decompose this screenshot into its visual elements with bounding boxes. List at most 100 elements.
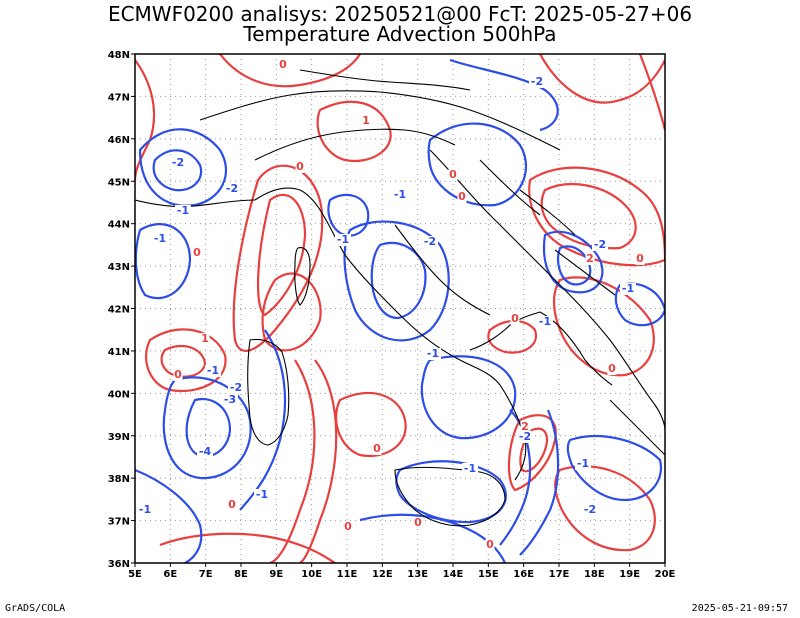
contour-label-background (278, 59, 288, 71)
longitude-tick-label: 17E (549, 569, 570, 580)
cold-contour-sicily-south (359, 513, 507, 563)
contour-label-background (510, 313, 520, 325)
negative-contour-label: -1 (622, 282, 634, 295)
map-title-line1: ECMWF0200 analisys: 20250521@00 FcT: 202… (107, 2, 693, 26)
positive-contour-label: 0 (344, 520, 352, 533)
longitude-tick-label: 10E (301, 569, 322, 580)
negative-contour-label: -1 (337, 233, 349, 246)
contour-label-background (462, 463, 478, 475)
latitude-tick-label: 39N (108, 432, 130, 443)
contour-label-background (173, 369, 183, 381)
warm-contour-sicily-channel (335, 391, 407, 458)
positive-contour-label: 0 (279, 58, 287, 71)
positive-contour-label: 0 (174, 368, 182, 381)
warm-contour-balkans2 (528, 166, 665, 267)
negative-contour-label: -2 (531, 75, 543, 88)
negative-contour-label: -2 (594, 238, 606, 251)
negative-contour-label: -1 (394, 188, 406, 201)
warm-contour-alps (316, 100, 392, 163)
coast-sicily (394, 466, 506, 527)
contour-label-background (152, 233, 168, 245)
cold-contour-calabria-band2 (519, 409, 560, 556)
latitude-tick-label: 36N (108, 559, 130, 570)
latitude-tick-label: 46N (108, 135, 130, 146)
contour-label-background (392, 189, 408, 201)
positive-contour-label: 1 (362, 114, 370, 127)
negative-contour-label: -1 (539, 315, 551, 328)
cold-contour-south-tyrrhenian (420, 355, 517, 440)
coast-adriatic-italy (394, 224, 491, 316)
positive-contour-label: 0 (486, 538, 494, 551)
contour-label-background (361, 115, 371, 127)
cold-contour-central-italy (343, 220, 450, 342)
cold-contour-corsica-west (135, 223, 192, 300)
latitude-tick-label: 48N (108, 50, 130, 61)
latitude-tick-label: 41N (108, 347, 130, 358)
positive-contour-label: 0 (636, 252, 644, 265)
negative-contour-label: -1 (154, 232, 166, 245)
positive-contour-label: 0 (449, 168, 457, 181)
contour-label-background (537, 316, 553, 328)
border-austria (299, 69, 471, 91)
cold-contour-gulf-lion-inner (152, 149, 203, 192)
map-title-line2: Temperature Advection 500hPa (243, 22, 557, 46)
warm-contour-balkans1 (539, 54, 665, 104)
warm-contour-greece (552, 276, 655, 377)
longitude-tick-label: 9E (269, 569, 283, 580)
longitude-tick-label: 7E (199, 569, 213, 580)
contour-label-background (448, 169, 458, 181)
positive-contour-label: 2 (521, 420, 529, 433)
contour-label-background (137, 504, 153, 516)
negative-contour-label: -2 (584, 503, 596, 516)
coast-sardinia (247, 338, 290, 446)
coast-balkans (429, 149, 665, 431)
warm-contour-south (159, 532, 336, 563)
longitude-tick-label: 15E (478, 569, 499, 580)
positive-contour-label: 2 (586, 252, 594, 265)
longitude-tick-label: 12E (372, 569, 393, 580)
negative-contour-label: -2 (226, 182, 238, 195)
positive-contour-label: 0 (193, 246, 201, 259)
warm-contour-sardinia-band (269, 359, 316, 563)
contour-label-background (222, 394, 238, 406)
warm-contour-adriatic (232, 164, 324, 352)
latitude-tick-label: 42N (108, 305, 130, 316)
coast-corsica (294, 247, 311, 306)
warm-contour-ligurian (261, 272, 322, 352)
cold-contour-tyrrhenian-north (327, 193, 370, 237)
contour-label-background (575, 458, 591, 470)
contour-label-background (422, 236, 438, 248)
negative-contour-label: -1 (464, 462, 476, 475)
latitude-tick-label: 40N (108, 389, 130, 400)
longitude-tick-label: 16E (513, 569, 534, 580)
longitude-tick-label: 14E (443, 569, 464, 580)
contour-label-background (607, 363, 617, 375)
contour-label-background (335, 234, 351, 246)
positive-contour-label: 0 (414, 516, 422, 529)
negative-contour-label: -2 (519, 430, 531, 443)
negative-contour-label: -1 (577, 457, 589, 470)
warm-contour-east-jonian (554, 465, 656, 552)
contour-label-background (635, 253, 645, 265)
contour-label-background (192, 247, 202, 259)
longitude-tick-labels: 5E 6E 7E 8E 9E 10E 11E 12E 13E 14E 15E 16E 17E 18E 19E… (128, 563, 676, 580)
longitude-tick-label: 6E (163, 569, 177, 580)
latitude-tick-label: 44N (108, 220, 130, 231)
negative-contour-label: -2 (230, 381, 242, 394)
contour-label-background (457, 191, 467, 203)
negative-contour-label: -1 (207, 364, 219, 377)
latitude-tick-label: 38N (108, 474, 130, 485)
contour-label-background (205, 365, 221, 377)
negative-contour-label: -1 (427, 347, 439, 360)
negative-contour-label: -1 (177, 204, 189, 217)
longitude-tick-label: 5E (128, 569, 142, 580)
cold-contour-sw (135, 468, 203, 563)
positive-contour-label: 0 (511, 312, 519, 325)
cold-contour-ionian-east (566, 434, 663, 502)
contour-label-background (228, 382, 244, 394)
border-north (199, 90, 561, 151)
latitude-tick-label: 45N (108, 177, 130, 188)
cold-contour-gulf-lion (138, 128, 228, 207)
